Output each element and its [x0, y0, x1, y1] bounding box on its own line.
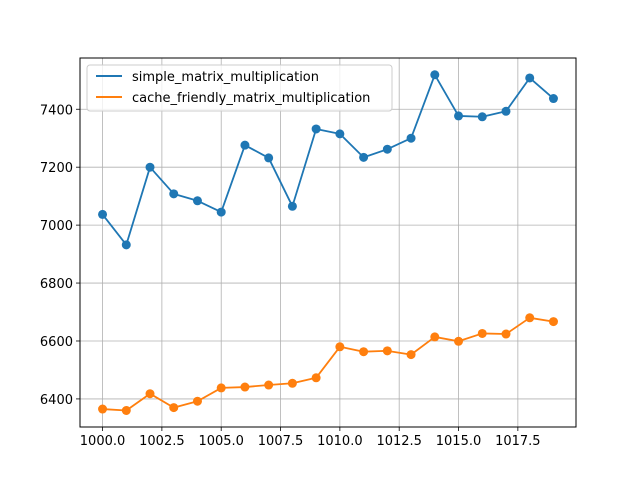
- data-point: [145, 162, 155, 172]
- data-point: [477, 328, 487, 338]
- data-point: [240, 382, 250, 392]
- data-point: [169, 403, 179, 413]
- y-tick-label: 6400: [40, 393, 73, 408]
- data-point: [430, 332, 440, 342]
- x-tick-label: 1017.5: [495, 434, 541, 449]
- data-point: [192, 196, 202, 206]
- grid-layer: [80, 58, 576, 427]
- data-point: [264, 380, 274, 390]
- data-point: [406, 350, 416, 360]
- y-tick-label: 6800: [40, 277, 73, 292]
- data-point: [525, 313, 535, 323]
- data-point: [287, 378, 297, 388]
- data-point: [382, 144, 392, 154]
- data-point: [145, 389, 155, 399]
- x-tick-label: 1012.5: [376, 434, 422, 449]
- data-point: [169, 189, 179, 199]
- x-tick-label: 1015.0: [436, 434, 482, 449]
- legend-box: [86, 64, 393, 112]
- legend: simple_matrix_multiplication cache_frien…: [86, 64, 393, 112]
- data-point: [311, 373, 321, 383]
- y-tick-label: 7000: [40, 219, 73, 234]
- y-tick-label: 7400: [40, 103, 73, 118]
- series-layer: [98, 70, 558, 416]
- series-1: [98, 313, 558, 416]
- legend-label-cache-friendly: cache_friendly_matrix_multiplication: [132, 91, 370, 106]
- x-tick-label: 1007.5: [258, 434, 304, 449]
- data-point: [98, 209, 108, 219]
- data-point: [454, 336, 464, 346]
- data-point: [287, 201, 297, 211]
- data-point: [501, 106, 511, 116]
- data-point: [382, 346, 392, 356]
- x-tick-label: 1010.0: [317, 434, 363, 449]
- data-point: [240, 140, 250, 150]
- data-point: [454, 111, 464, 121]
- data-point: [548, 94, 558, 104]
- x-tick-label: 1002.5: [139, 434, 185, 449]
- legend-label-simple: simple_matrix_multiplication: [132, 70, 319, 85]
- data-point: [121, 406, 131, 416]
- data-point: [264, 153, 274, 163]
- x-tick-label: 1000.0: [80, 434, 126, 449]
- data-point: [359, 152, 369, 162]
- data-point: [430, 70, 440, 80]
- data-point: [477, 112, 487, 122]
- data-point: [121, 240, 131, 250]
- data-point: [548, 317, 558, 327]
- data-point: [525, 73, 535, 83]
- data-point: [216, 207, 226, 217]
- data-point: [335, 129, 345, 139]
- data-point: [501, 329, 511, 339]
- tick-layer: 1000.0 1002.5 1005.0 1007.5 1010.0 1012.5 1015…: [40, 103, 541, 449]
- data-point: [216, 383, 226, 393]
- y-tick-label: 6600: [40, 335, 73, 350]
- plot-frame: [79, 57, 577, 428]
- data-point: [311, 124, 321, 134]
- x-tick-label: 1005.0: [198, 434, 244, 449]
- data-point: [359, 347, 369, 357]
- data-point: [192, 396, 202, 406]
- data-point: [406, 133, 416, 143]
- data-point: [335, 342, 345, 352]
- series-0: [98, 70, 558, 250]
- data-point: [98, 404, 108, 414]
- y-tick-label: 7200: [40, 161, 73, 176]
